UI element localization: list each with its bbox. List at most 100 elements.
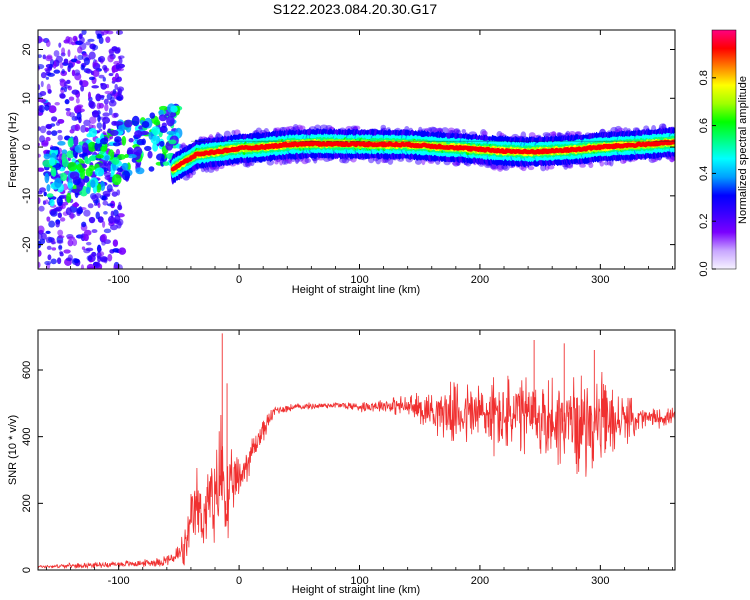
- heatmap-cell: [57, 129, 63, 134]
- heatmap-cell: [661, 123, 666, 130]
- heatmap-cell: [117, 88, 123, 96]
- bottom-y-axis-label: SNR (10 * v/v): [7, 415, 19, 485]
- heatmap-cell: [113, 121, 124, 126]
- heatmap-cell: [87, 91, 91, 100]
- heatmap-cell: [55, 55, 63, 63]
- heatmap-cell: [104, 155, 110, 162]
- heatmap-cell: [49, 157, 56, 166]
- heatmap-cell: [100, 137, 109, 145]
- heatmap-cell: [38, 225, 45, 234]
- heatmap-cell: [108, 48, 115, 57]
- bottom-y-tick-label: 400: [21, 427, 33, 445]
- heatmap-cell: [106, 93, 113, 101]
- heatmap-cell: [100, 82, 108, 90]
- heatmap-cell: [70, 58, 78, 63]
- heatmap-cell: [140, 130, 150, 136]
- heatmap-cell: [53, 69, 61, 74]
- heatmap-cell: [103, 30, 110, 34]
- heatmap-cell: [66, 150, 75, 159]
- heatmap-cell: [100, 233, 108, 242]
- heatmap-cell: [77, 54, 84, 61]
- heatmap-cell: [83, 248, 91, 254]
- heatmap-cell: [96, 102, 102, 110]
- heatmap-cell: [91, 194, 99, 202]
- heatmap-cell: [58, 42, 62, 48]
- heatmap-cell: [95, 137, 102, 144]
- heatmap-cell: [46, 216, 51, 222]
- heatmap-cell: [45, 230, 51, 234]
- heatmap-cell: [38, 63, 45, 70]
- heatmap-cell: [56, 196, 63, 206]
- heatmap-cell: [128, 138, 134, 143]
- top-x-axis-label: Height of straight line (km): [292, 284, 420, 296]
- heatmap-cell: [59, 62, 64, 69]
- heatmap-cell: [69, 129, 75, 134]
- heatmap-cell: [461, 128, 466, 134]
- colorbar-tick-label: 0.0: [698, 261, 710, 276]
- heatmap-cell: [162, 161, 170, 166]
- heatmap-cell: [102, 112, 110, 117]
- top-x-tick-label: -100: [108, 274, 130, 286]
- heatmap-cell: [65, 107, 71, 112]
- bottom-y-tick-label: 600: [21, 361, 33, 379]
- heatmap-cell: [599, 160, 605, 167]
- heatmap-cell: [87, 38, 95, 42]
- heatmap-cell: [111, 191, 118, 197]
- heatmap-cell: [79, 36, 85, 44]
- heatmap-cell: [73, 135, 79, 147]
- heatmap-cell: [124, 119, 133, 128]
- heatmap-cell: [45, 39, 51, 48]
- heatmap-cell: [108, 72, 114, 77]
- heatmap-cell: [38, 54, 42, 59]
- heatmap-cell: [115, 148, 121, 156]
- heatmap-cell: [96, 33, 101, 40]
- heatmap-cell: [84, 127, 89, 133]
- heatmap-cell: [59, 217, 66, 222]
- heatmap-cell: [45, 76, 50, 80]
- heatmap-cell: [104, 103, 109, 112]
- heatmap-cell: [149, 112, 156, 119]
- heatmap-cell: [87, 203, 94, 209]
- heatmap-cell: [116, 189, 121, 196]
- bottom-plot-frame: [37, 329, 676, 571]
- heatmap-cell: [67, 161, 78, 172]
- heatmap-cell: [113, 60, 121, 66]
- heatmap-cell: [94, 167, 105, 177]
- heatmap-cell: [588, 162, 594, 169]
- heatmap-cell: [87, 141, 97, 152]
- heatmap-cell: [170, 105, 178, 113]
- heatmap-cell: [46, 130, 52, 136]
- heatmap-cell: [67, 137, 74, 148]
- heatmap-cell: [78, 205, 83, 213]
- heatmap-cell: [68, 96, 75, 101]
- top-y-tick-label: -10: [21, 188, 33, 204]
- heatmap-cell: [88, 100, 95, 108]
- heatmap-cell: [74, 144, 84, 153]
- spectrogram-heatmap: [38, 30, 675, 269]
- heatmap-cell: [72, 35, 78, 42]
- heatmap-cell: [81, 221, 87, 228]
- heatmap-cell: [38, 105, 43, 112]
- colorbar-tick-label: 0.6: [698, 118, 710, 133]
- heatmap-cell: [46, 124, 52, 130]
- heatmap-cell: [121, 162, 129, 171]
- heatmap-cell: [79, 80, 83, 86]
- heatmap-cell: [153, 119, 161, 126]
- heatmap-cell: [48, 220, 56, 228]
- top-x-tick-label: 100: [350, 274, 368, 286]
- heatmap-cell: [95, 211, 100, 220]
- heatmap-cell: [44, 199, 49, 205]
- heatmap-cell: [112, 142, 121, 147]
- heatmap-cell: [63, 81, 68, 87]
- heatmap-cell: [45, 136, 51, 142]
- heatmap-cell: [38, 38, 46, 42]
- heatmap-cell: [75, 97, 80, 104]
- heatmap-cell: [59, 252, 64, 257]
- heatmap-cell: [67, 236, 76, 240]
- heatmap-cell: [47, 254, 52, 261]
- heatmap-cell: [118, 124, 127, 132]
- heatmap-cell: [63, 249, 71, 254]
- heatmap-cell: [53, 207, 61, 212]
- heatmap-cell: [96, 122, 103, 129]
